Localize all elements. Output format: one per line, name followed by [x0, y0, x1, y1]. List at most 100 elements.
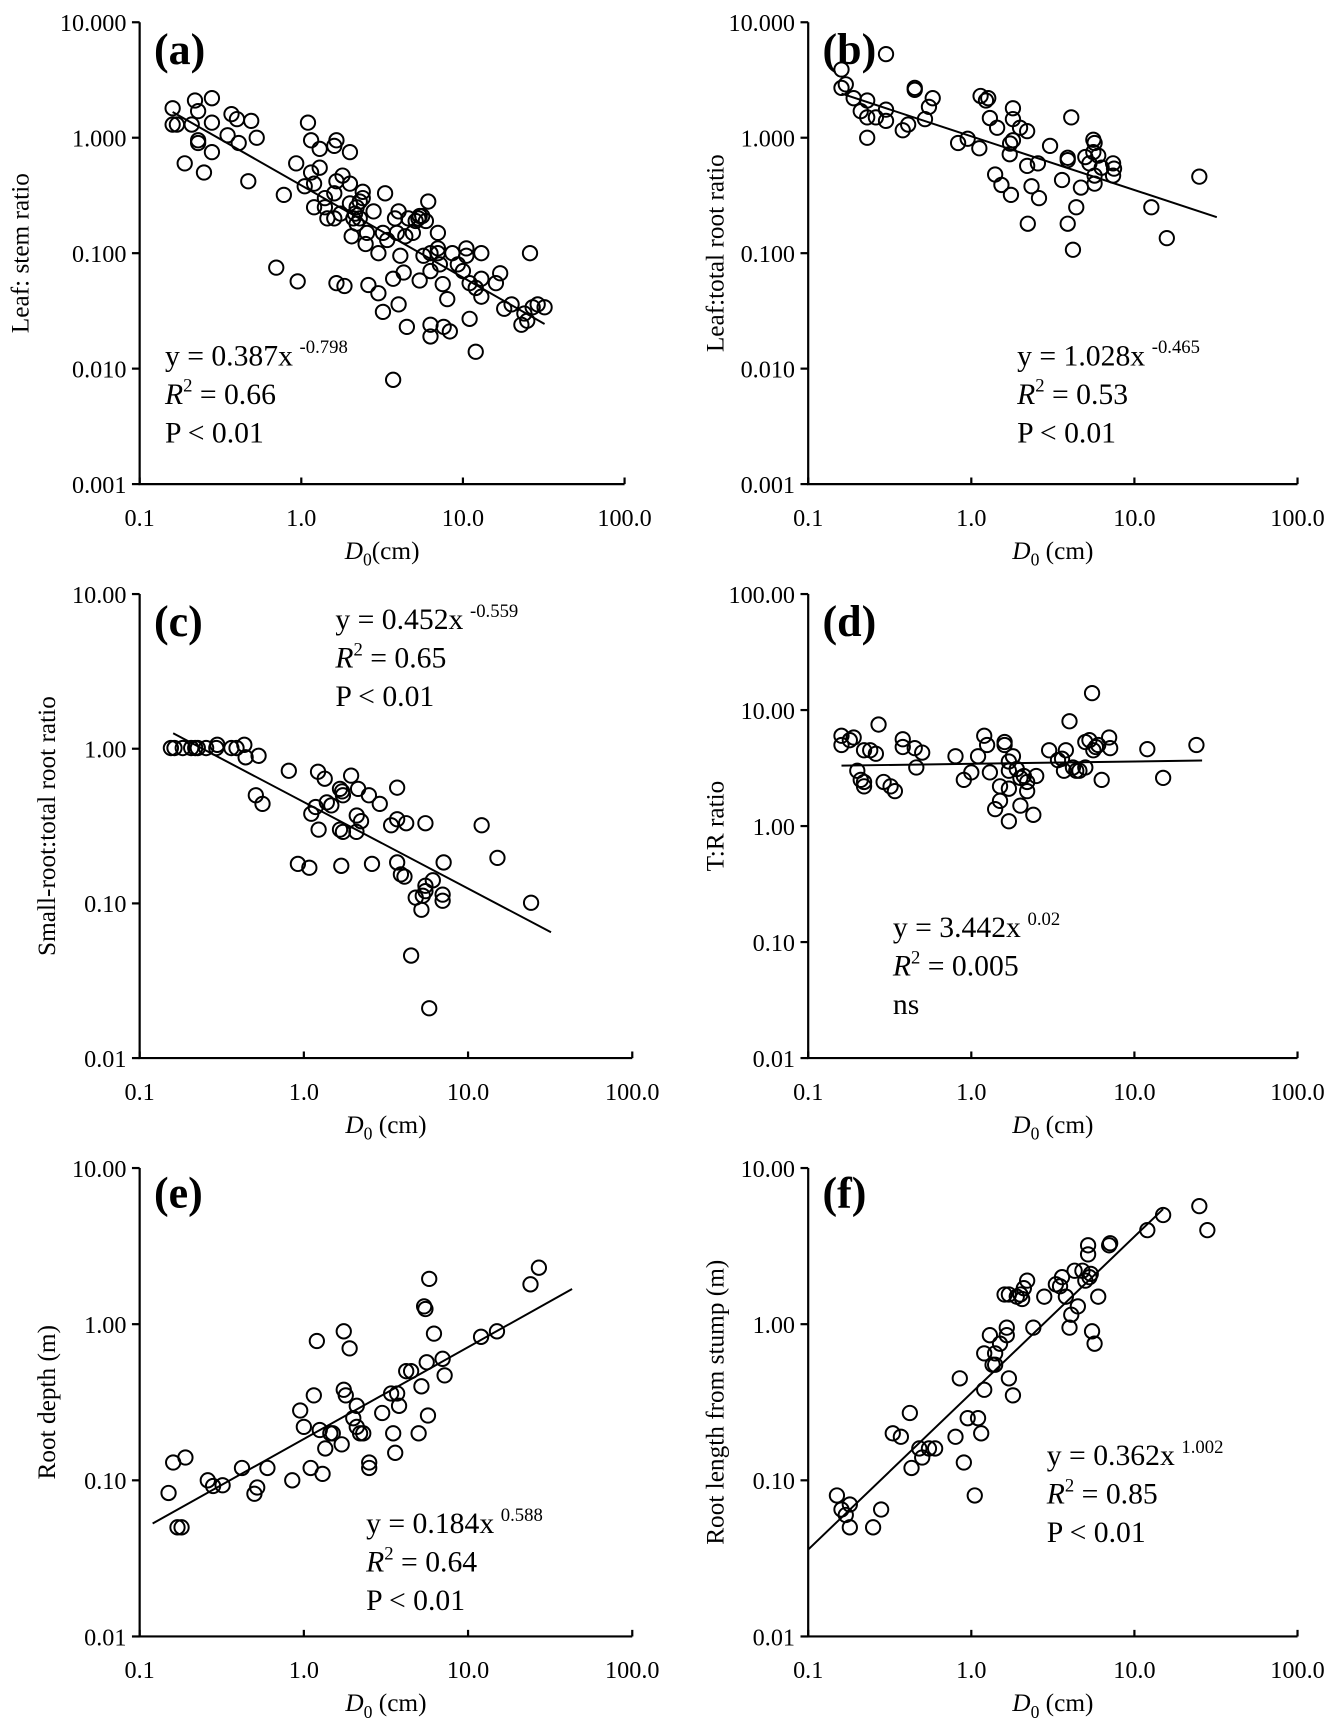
data-point [972, 87, 989, 105]
data-point [855, 742, 873, 759]
data-point [164, 116, 181, 133]
y-tick-label: 0.100 [72, 241, 126, 268]
data-point [987, 166, 1004, 183]
data-point [382, 817, 400, 834]
y-axis-title: Leaf:total root ratio [702, 154, 730, 352]
data-point [425, 1325, 443, 1342]
data-point [1102, 1235, 1119, 1252]
data-point [289, 855, 307, 873]
data-point [389, 854, 406, 871]
x-axis-title-sub: 0 [1031, 549, 1040, 569]
data-point [240, 173, 257, 190]
r-squared-symbol: R [1016, 379, 1035, 411]
x-axis-title-var: D [344, 1111, 363, 1139]
equation-base: y = 3.442x [893, 912, 1021, 944]
data-point [1090, 1288, 1107, 1305]
data-point [429, 224, 447, 241]
data-point [833, 727, 850, 744]
data-point [284, 1472, 301, 1489]
data-point [903, 1459, 920, 1477]
data-point [385, 1425, 402, 1442]
data-point [473, 288, 490, 305]
r-squared-symbol: R [892, 951, 911, 983]
data-point [305, 1387, 322, 1404]
data-point [993, 176, 1010, 194]
data-point [237, 749, 254, 766]
data-point [454, 262, 472, 280]
data-point [336, 277, 353, 295]
data-point [1001, 146, 1018, 163]
data-point [310, 821, 327, 838]
y-tick-label: 0.10 [84, 1468, 126, 1495]
data-point [1000, 1370, 1018, 1387]
data-point [354, 189, 371, 207]
data-point [855, 773, 873, 791]
data-point [434, 892, 451, 909]
data-point [176, 155, 193, 172]
data-point [348, 1397, 365, 1414]
data-point [414, 207, 431, 225]
data-point [370, 245, 387, 262]
r-squared-superscript: 2 [353, 640, 362, 661]
r-squared-value: = 0.53 [1045, 379, 1129, 411]
x-axis-title-unit: (cm) [372, 1111, 426, 1139]
x-tick-label: 1.0 [289, 1079, 319, 1106]
x-tick-label: 0.1 [125, 1657, 155, 1684]
data-point [434, 275, 451, 293]
data-point [248, 129, 265, 146]
data-point [259, 1459, 276, 1477]
data-point [487, 275, 505, 292]
data-point [473, 270, 490, 287]
x-tick-label: 1.0 [956, 505, 986, 532]
y-tick-label: 0.10 [753, 930, 795, 957]
r-squared-value: = 0.85 [1074, 1478, 1158, 1510]
data-point [1083, 684, 1101, 702]
x-tick-label: 100.0 [1270, 505, 1324, 532]
y-tick-label: 0.001 [72, 472, 126, 499]
data-point [390, 296, 407, 313]
data-point [973, 1425, 990, 1442]
x-tick-label: 1.0 [956, 1079, 986, 1106]
data-point [334, 787, 352, 804]
data-point [837, 76, 854, 93]
data-point [980, 90, 997, 107]
data-point [195, 164, 213, 181]
data-point [354, 183, 371, 200]
data-point [333, 857, 350, 874]
r-squared: R2 = 0.65 [334, 640, 446, 675]
x-tick-label: 10.0 [1113, 505, 1155, 532]
x-axis-title-unit: (cm) [1039, 1689, 1093, 1717]
axis-lines [807, 1168, 1298, 1638]
y-tick-label: 0.10 [753, 1468, 795, 1495]
data-point [1029, 155, 1047, 172]
data-point [1053, 171, 1071, 189]
p-value: P < 0.01 [165, 417, 264, 449]
equation-base: y = 0.387x [165, 340, 293, 372]
data-point [1064, 241, 1082, 258]
data-point [859, 129, 876, 146]
panel-label: (f) [822, 1169, 866, 1218]
data-point [370, 285, 387, 302]
data-point [371, 795, 388, 813]
panel-label: (d) [822, 597, 876, 646]
data-point [1019, 783, 1036, 800]
x-axis-title-unit: (cm) [1039, 1111, 1093, 1139]
data-point [833, 61, 850, 78]
data-point [308, 1332, 325, 1350]
data-point [390, 1397, 408, 1414]
y-tick-label: 0.10 [84, 891, 126, 918]
data-point [311, 159, 328, 176]
data-point [949, 134, 967, 152]
r-squared-value: = 0.005 [920, 951, 1018, 983]
data-point [519, 312, 536, 329]
r-squared-symbol: R [334, 643, 353, 675]
data-point [841, 732, 858, 749]
data-point [398, 815, 415, 832]
y-tick-label: 10.000 [728, 10, 795, 37]
data-point [360, 276, 377, 294]
data-point [439, 290, 456, 308]
data-point [420, 193, 437, 210]
data-point [233, 1459, 251, 1477]
x-tick-label: 0.1 [793, 1657, 823, 1684]
data-point [203, 144, 221, 161]
